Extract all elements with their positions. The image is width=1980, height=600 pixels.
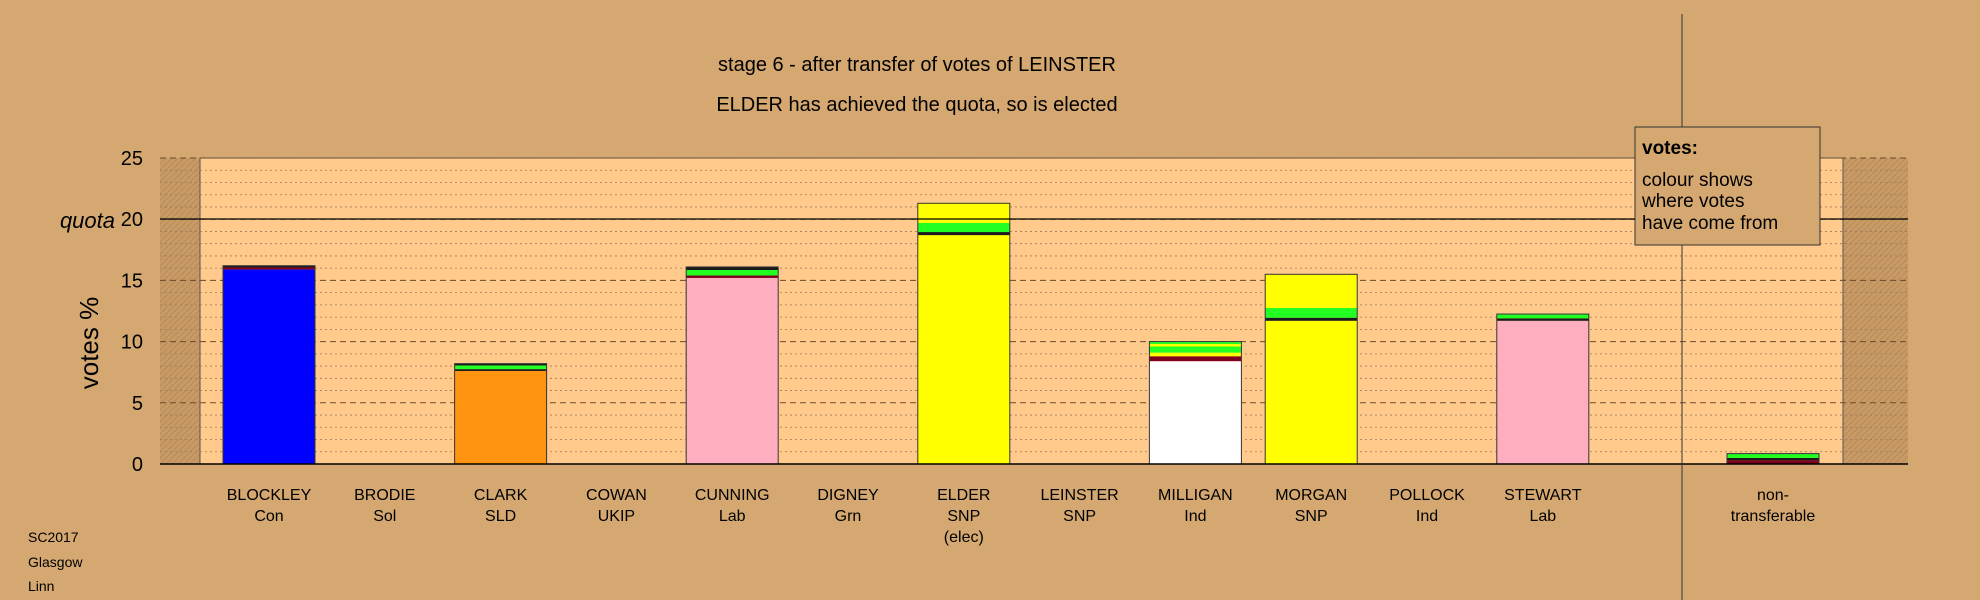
nontransferable-label-line1: non- xyxy=(1757,487,1789,504)
legend-box: votes: colour shows where votes have com… xyxy=(1634,126,1821,246)
y-axis-label: votes % xyxy=(74,297,104,390)
bar-segment xyxy=(686,266,779,270)
candidate-party: UKIP xyxy=(598,508,635,525)
candidate-name: STEWART xyxy=(1504,487,1582,504)
grid-lines xyxy=(160,157,1908,453)
bar-elder xyxy=(917,202,1011,465)
bar-segment xyxy=(1265,320,1358,464)
bar-stewart xyxy=(1496,313,1590,465)
candidate-party: SLD xyxy=(485,508,516,525)
bar-segment xyxy=(1149,341,1242,345)
legend-title: votes: xyxy=(1642,138,1698,159)
bar-segment xyxy=(1149,344,1242,347)
bar-segment xyxy=(1727,457,1819,461)
bar-segment xyxy=(1727,453,1819,458)
bar-blockley xyxy=(222,265,316,465)
bar-segment xyxy=(1265,307,1358,318)
candidate-name: POLLOCK xyxy=(1389,487,1465,504)
bar-cunning xyxy=(685,266,779,465)
footer-line-3: Linn xyxy=(28,578,54,594)
bar-segment xyxy=(1149,346,1242,353)
bar-segment xyxy=(454,369,547,371)
chart-subtitle: ELDER has achieved the quota, so is elec… xyxy=(716,94,1117,116)
bar-clark xyxy=(454,363,548,465)
candidate-name: MORGAN xyxy=(1275,487,1347,504)
plot-area xyxy=(199,157,1844,465)
bar-segment xyxy=(1496,320,1589,464)
candidate-party: Grn xyxy=(835,508,862,525)
bar-segment xyxy=(454,370,547,464)
bar-milligan xyxy=(1148,341,1242,465)
candidate-name: CLARK xyxy=(474,487,528,504)
candidate-party: Lab xyxy=(719,508,746,525)
bar-nontransferable xyxy=(1726,453,1820,465)
candidate-name: COWAN xyxy=(586,487,647,504)
bar-segment xyxy=(1149,356,1242,362)
y-axis: 0 5 10 15 20 25 xyxy=(121,148,143,476)
footer-line-2: Glasgow xyxy=(28,554,83,570)
bar-segment xyxy=(917,235,1010,464)
bar-segment xyxy=(1727,460,1819,464)
left-hatch-band xyxy=(160,158,200,464)
candidate-name: MILLIGAN xyxy=(1158,487,1233,504)
candidate-party: Lab xyxy=(1529,508,1556,525)
candidate-party: SNP xyxy=(1295,508,1328,525)
bar-segment xyxy=(686,277,779,464)
bar-segment xyxy=(1149,352,1242,357)
candidate-party: Con xyxy=(254,508,283,525)
y-tick-label: 20 xyxy=(121,209,143,231)
candidate-party: Ind xyxy=(1184,508,1206,525)
bar-segment xyxy=(223,269,315,464)
bar-segment xyxy=(454,363,547,366)
candidate-name: DIGNEY xyxy=(817,487,879,504)
bar-segment xyxy=(223,267,315,270)
quota-label: quota xyxy=(60,208,115,233)
bar-segment xyxy=(1265,317,1358,321)
candidate-name: CUNNING xyxy=(695,487,770,504)
y-tick-label: 15 xyxy=(121,270,143,292)
bar-segment xyxy=(1265,274,1358,308)
y-tick-label: 0 xyxy=(132,454,143,476)
legend-line-3: have come from xyxy=(1642,213,1778,234)
bar-segment xyxy=(1149,361,1242,464)
x-axis-labels: BLOCKLEY Con BRODIE Sol CLARK SLD COWAN UKIP CUN… xyxy=(227,487,1816,546)
bars xyxy=(222,202,1820,465)
bar-segment xyxy=(223,265,315,268)
bar-segment xyxy=(1496,318,1589,321)
right-hatch-band xyxy=(1843,158,1908,464)
y-tick-label: 10 xyxy=(121,332,143,354)
bar-morgan xyxy=(1264,273,1358,465)
bar-segment xyxy=(917,222,1010,233)
bar-segment xyxy=(1496,314,1589,319)
chart-title: stage 6 - after transfer of votes of LEI… xyxy=(718,54,1116,76)
candidate-party: SNP xyxy=(1063,508,1096,525)
y-tick-label: 5 xyxy=(132,393,143,415)
bar-segment xyxy=(686,275,779,278)
candidate-party: SNP xyxy=(947,508,980,525)
candidate-note: (elec) xyxy=(944,529,984,546)
candidate-party: Ind xyxy=(1416,508,1438,525)
candidate-party: Sol xyxy=(373,508,396,525)
legend-line-2: where votes xyxy=(1641,191,1744,212)
candidate-name: BLOCKLEY xyxy=(227,487,312,504)
bar-segment xyxy=(917,203,1010,223)
candidate-name: ELDER xyxy=(937,487,990,504)
nontransferable-label-line2: transferable xyxy=(1731,508,1816,525)
bar-segment xyxy=(686,269,779,276)
y-tick-label: 25 xyxy=(121,148,143,170)
legend-line-1: colour shows xyxy=(1642,170,1753,191)
bar-segment xyxy=(454,365,547,370)
candidate-name: BRODIE xyxy=(354,487,415,504)
footer-line-1: SC2017 xyxy=(28,529,79,545)
candidate-name: LEINSTER xyxy=(1040,487,1118,504)
bar-segment xyxy=(917,232,1010,236)
